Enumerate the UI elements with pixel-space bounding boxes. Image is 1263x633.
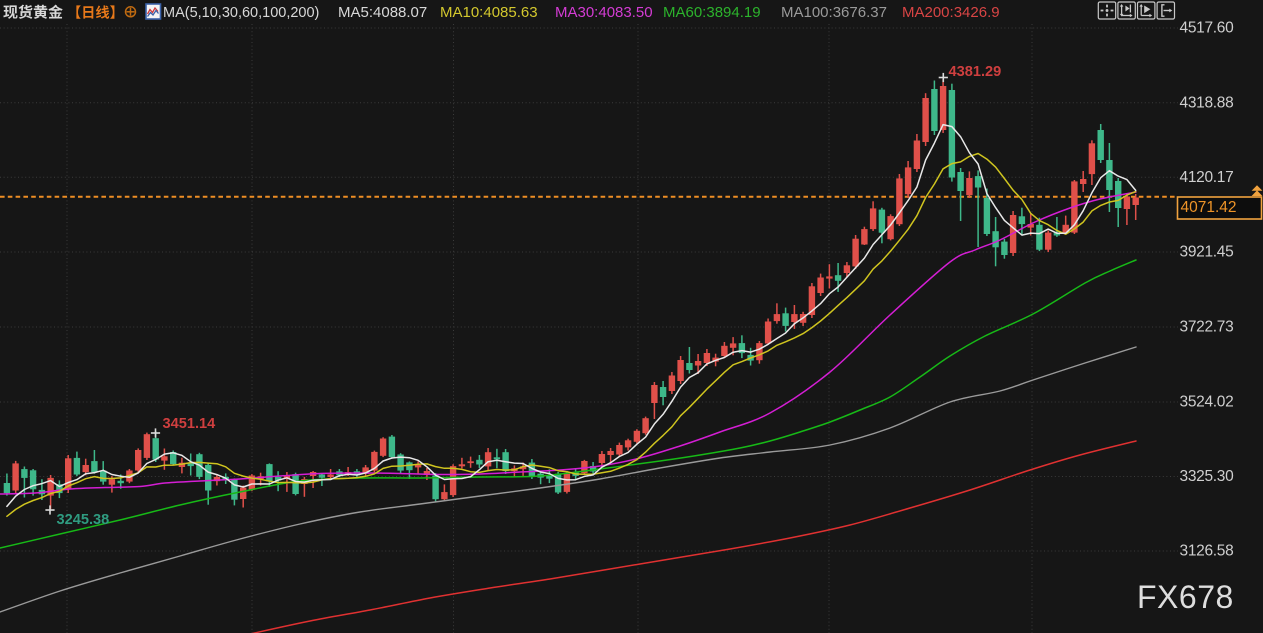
svg-text:MA5:4088.07: MA5:4088.07 — [338, 4, 427, 21]
svg-text:4381.29: 4381.29 — [949, 64, 1002, 80]
svg-text:FX678: FX678 — [1137, 579, 1234, 615]
svg-text:4318.88: 4318.88 — [1180, 94, 1234, 111]
svg-text:MA60:3894.19: MA60:3894.19 — [663, 4, 761, 21]
svg-text:MA30:4083.50: MA30:4083.50 — [555, 4, 653, 21]
svg-text:3451.14: 3451.14 — [163, 416, 217, 432]
svg-text:MA10:4085.63: MA10:4085.63 — [440, 4, 538, 21]
svg-text:3722.73: 3722.73 — [1180, 319, 1234, 336]
svg-text:3921.45: 3921.45 — [1180, 244, 1234, 261]
svg-text:MA200:3426.9: MA200:3426.9 — [902, 4, 1000, 21]
svg-text:3524.02: 3524.02 — [1180, 394, 1234, 411]
svg-text:4120.17: 4120.17 — [1180, 169, 1234, 186]
svg-text:4517.60: 4517.60 — [1180, 20, 1235, 37]
svg-text:3126.58: 3126.58 — [1180, 543, 1234, 560]
svg-text:MA100:3676.37: MA100:3676.37 — [781, 4, 887, 21]
svg-text:MA(5,10,30,60,100,200): MA(5,10,30,60,100,200) — [163, 5, 319, 21]
svg-text:4071.42: 4071.42 — [1181, 199, 1237, 216]
svg-text:3245.38: 3245.38 — [57, 512, 110, 528]
svg-text:3325.30: 3325.30 — [1180, 468, 1235, 485]
